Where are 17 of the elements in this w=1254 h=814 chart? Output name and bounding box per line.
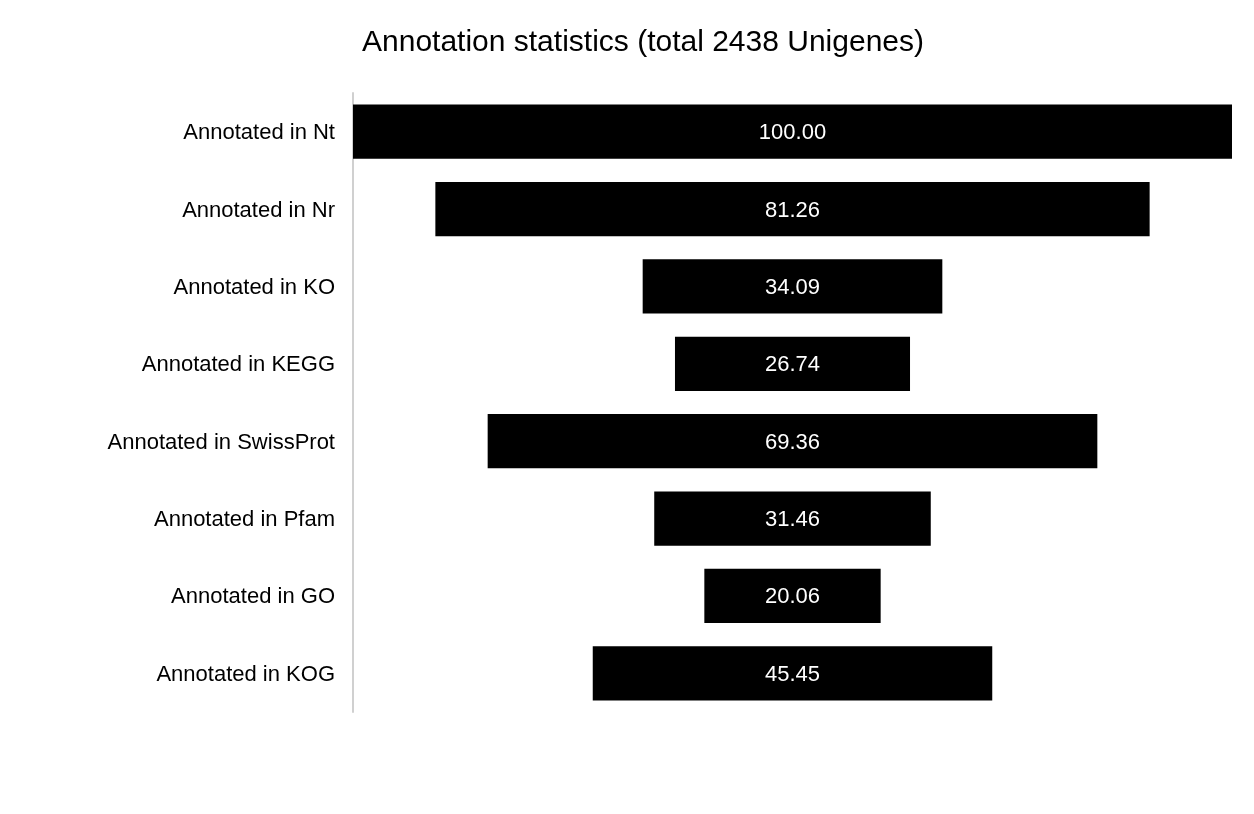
category-label: Annotated in KOG [156, 660, 335, 686]
data-label: 45.45 [764, 660, 821, 686]
data-label: 26.74 [764, 351, 821, 377]
data-label: 34.09 [764, 273, 821, 299]
category-label: Annotated in Nr [182, 196, 335, 222]
data-label: 69.36 [764, 428, 821, 454]
category-label: Annotated in Nt [183, 119, 335, 145]
data-label: 81.26 [764, 196, 821, 222]
category-label: Annotated in Pfam [153, 506, 335, 532]
category-label: Annotated in GO [171, 583, 335, 609]
text: Annotation statistics (total 2438 Unigenes) [362, 23, 924, 57]
category-label: Annotated in KEGG [141, 351, 335, 377]
data-label: 20.06 [764, 583, 821, 609]
category-label: Annotated in KO [173, 273, 335, 299]
category-label: Annotated in SwissProt [107, 428, 335, 454]
data-label: 100.00 [758, 119, 827, 145]
data-label: 31.46 [764, 506, 821, 532]
